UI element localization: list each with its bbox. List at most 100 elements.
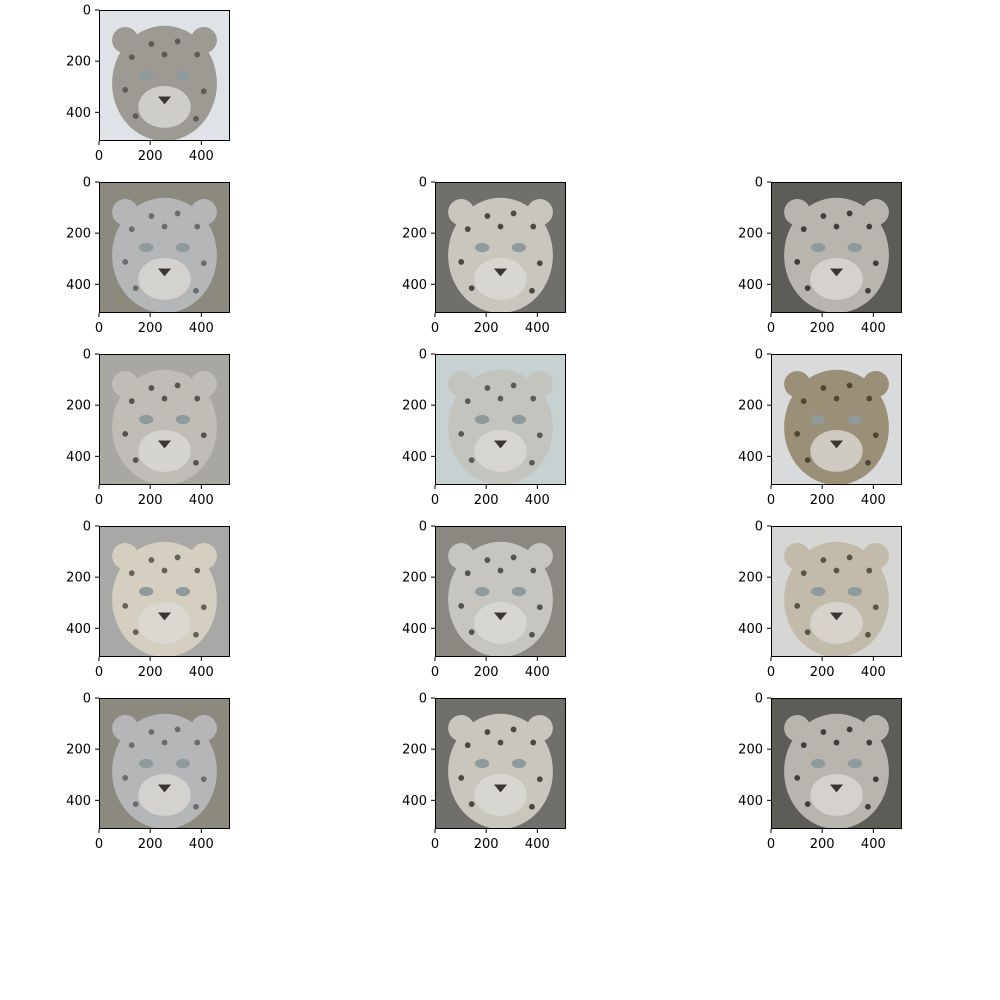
x-tick-label: 0: [767, 665, 775, 680]
y-tick-label: 400: [66, 794, 91, 809]
leopard-image: [435, 354, 566, 485]
head-shape: [112, 369, 217, 485]
x-tick-label: 0: [767, 837, 775, 852]
fur-spot: [794, 259, 801, 265]
fur-spot: [866, 739, 873, 746]
fur-spot: [800, 742, 807, 749]
fur-spot: [468, 285, 475, 291]
fur-spot: [833, 223, 840, 230]
x-tick-label: 200: [810, 665, 835, 680]
y-tick-label: 400: [402, 278, 427, 293]
fur-spot: [132, 457, 139, 463]
nose: [829, 784, 844, 793]
y-tick-label: 200: [66, 571, 91, 586]
x-tick-label: 400: [525, 665, 550, 680]
y-tick-label: 0: [755, 176, 763, 191]
y-tick-label: 400: [738, 794, 763, 809]
head-shape: [784, 369, 889, 485]
fur-spot: [872, 604, 879, 611]
y-tick-label: 200: [66, 399, 91, 414]
fur-spot: [174, 210, 181, 217]
x-tick-label: 400: [861, 665, 886, 680]
fur-spot: [148, 729, 155, 735]
x-tick-label: 200: [138, 665, 163, 680]
fur-spot: [200, 260, 207, 267]
eye-left: [138, 586, 154, 597]
fur-spot: [820, 557, 827, 563]
fur-spot: [529, 631, 535, 638]
fur-spot: [148, 557, 155, 563]
x-tick-label: 400: [189, 665, 214, 680]
y-tick-label: 400: [402, 794, 427, 809]
x-tick-label: 200: [138, 837, 163, 852]
x-tick-label: 400: [189, 837, 214, 852]
eye-right: [847, 414, 863, 425]
fur-spot: [128, 54, 135, 61]
fur-spot: [866, 567, 873, 574]
leopard-image: [99, 354, 230, 485]
eye-right: [175, 70, 191, 81]
leopard-image: [771, 526, 902, 657]
fur-spot: [866, 223, 873, 230]
fur-spot: [865, 287, 871, 294]
subplot-panel: 0 200 400 0 200 400: [402, 176, 566, 336]
fur-spot: [458, 431, 465, 437]
fur-spot: [161, 739, 168, 746]
subplot-panel: 0 200 400 0 200 400: [66, 4, 230, 164]
fur-spot: [846, 210, 853, 217]
head-shape: [112, 713, 217, 829]
fur-spot: [872, 776, 879, 783]
eye-left: [138, 242, 154, 253]
fur-spot: [800, 398, 807, 405]
muzzle: [474, 601, 527, 644]
y-tick-label: 200: [402, 743, 427, 758]
fur-spot: [122, 259, 129, 265]
fur-spot: [865, 631, 871, 638]
y-tick-label: 400: [738, 622, 763, 637]
fur-spot: [833, 395, 840, 402]
subplot-panel: 0 200 400 0 200 400: [402, 692, 566, 852]
fur-spot: [464, 570, 471, 577]
fur-spot: [497, 395, 504, 402]
fur-spot: [804, 801, 811, 807]
y-tick-label: 200: [402, 571, 427, 586]
fur-spot: [122, 775, 129, 781]
fur-spot: [804, 285, 811, 291]
fur-spot: [536, 260, 543, 267]
fur-spot: [194, 739, 201, 746]
fur-spot: [194, 395, 201, 402]
fur-spot: [484, 557, 491, 563]
fur-spot: [833, 739, 840, 746]
y-tick-label: 200: [66, 227, 91, 242]
y-tick-label: 0: [755, 348, 763, 363]
x-tick-label: 400: [861, 837, 886, 852]
fur-spot: [193, 287, 199, 294]
eye-left: [138, 758, 154, 769]
leopard-image: [99, 698, 230, 829]
subplot-panel: 0 200 400 0 200 400: [66, 520, 230, 680]
subplot-panel: 0 200 400 0 200 400: [738, 520, 902, 680]
nose: [493, 268, 508, 277]
x-tick-label: 400: [525, 493, 550, 508]
eye-right: [175, 414, 191, 425]
y-tick-label: 400: [738, 278, 763, 293]
fur-spot: [846, 726, 853, 733]
nose: [829, 612, 844, 621]
eye-right: [511, 242, 527, 253]
fur-spot: [510, 210, 517, 217]
nose: [829, 440, 844, 449]
y-tick-label: 400: [66, 106, 91, 121]
fur-spot: [846, 382, 853, 389]
x-tick-label: 400: [861, 321, 886, 336]
eye-right: [847, 586, 863, 597]
fur-spot: [174, 38, 181, 45]
x-tick-label: 0: [431, 837, 439, 852]
subplot-panel: 0 200 400 0 200 400: [66, 176, 230, 336]
x-tick-label: 0: [95, 321, 103, 336]
fur-spot: [536, 776, 543, 783]
axes-frame: [99, 10, 230, 141]
subplot-panel: 0 200 400 0 200 400: [402, 348, 566, 508]
fur-spot: [866, 395, 873, 402]
fur-spot: [800, 226, 807, 233]
fur-spot: [833, 567, 840, 574]
